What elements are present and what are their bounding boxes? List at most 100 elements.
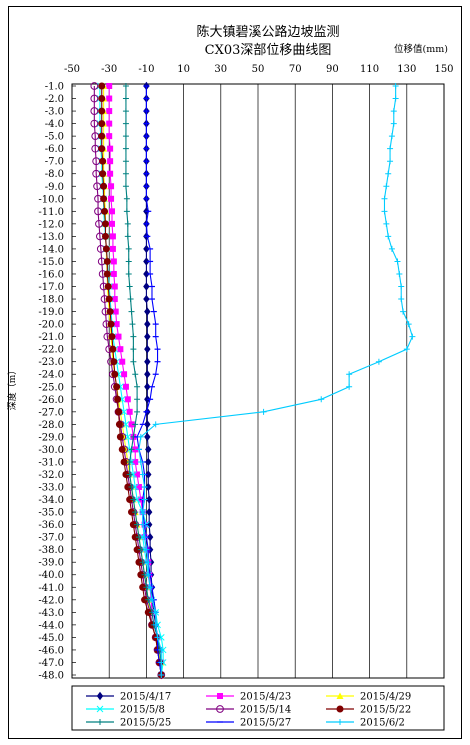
data-point (128, 446, 135, 453)
data-point (145, 470, 152, 479)
series-group (90, 81, 416, 680)
data-point (158, 659, 165, 666)
legend-label: 2015/5/14 (240, 705, 291, 716)
y-tick-label: -42.0 (38, 595, 64, 606)
y-tick-label: -3.0 (45, 107, 64, 118)
data-point (113, 321, 120, 328)
data-point (135, 484, 142, 491)
data-point (398, 296, 405, 303)
data-point (145, 482, 152, 492)
x-tick-label: 30 (214, 64, 227, 75)
data-point (141, 534, 148, 541)
data-point (318, 396, 325, 403)
data-point (145, 495, 153, 504)
data-point (392, 95, 399, 102)
y-tick-labels: -1.0-2.0 -3.0-4.0 -5.0-6.0 -7.0-8.0 -9.0-10.… (38, 82, 64, 682)
data-point (124, 483, 132, 491)
data-point (99, 170, 107, 178)
y-tick-label: -26.0 (38, 395, 64, 406)
data-point (137, 433, 144, 440)
legend-label: 2015/4/29 (360, 692, 411, 703)
data-point (130, 333, 137, 340)
y-tick-label: -20.0 (38, 320, 64, 331)
y-tick-label: -38.0 (38, 545, 64, 556)
chart-title: 陈大镇碧溪公路边坡监测 (196, 24, 339, 40)
y-tick-label: -30.0 (38, 445, 64, 456)
data-point (101, 220, 109, 228)
x-tick-label: 90 (326, 64, 339, 75)
y-tick-label: -22.0 (38, 345, 64, 356)
data-point (143, 244, 150, 254)
data-point (145, 559, 152, 566)
data-point (118, 445, 126, 453)
data-point (111, 296, 118, 303)
x-axis-label: 位移值(mm) (394, 43, 448, 55)
data-point (134, 408, 141, 415)
y-tick-label: -34.0 (38, 495, 64, 506)
data-point (107, 158, 114, 165)
data-point (336, 692, 344, 699)
y-tick-label: -6.0 (45, 144, 64, 155)
data-point (98, 132, 106, 140)
series-2015-5-25 (122, 83, 165, 678)
data-point (106, 95, 113, 102)
data-point (130, 471, 137, 478)
data-point (336, 705, 344, 713)
data-point (127, 296, 134, 303)
y-tick-label: -44.0 (38, 620, 64, 631)
x-tick-label: 110 (360, 64, 379, 75)
data-point (132, 371, 139, 378)
data-point (346, 371, 353, 378)
data-point (132, 446, 139, 453)
data-point (133, 496, 141, 503)
data-point (122, 133, 129, 140)
data-point (100, 182, 108, 190)
data-point (385, 170, 392, 177)
data-point (409, 333, 416, 340)
y-tick-label: -37.0 (38, 533, 64, 544)
x-tick-label: -50 (64, 64, 80, 75)
data-point (122, 145, 129, 152)
data-point (106, 108, 113, 115)
data-point (381, 208, 388, 215)
y-tick-label: -35.0 (38, 508, 64, 519)
data-point (111, 283, 118, 290)
data-point (141, 496, 148, 503)
data-point (216, 705, 224, 713)
data-point (144, 382, 151, 391)
data-point (152, 609, 159, 616)
y-tick-label: -17.0 (38, 282, 64, 293)
data-point (114, 395, 122, 403)
data-point (147, 584, 154, 591)
data-point (100, 195, 108, 203)
data-point (130, 346, 137, 353)
data-point (260, 408, 267, 415)
y-tick-label: -18.0 (38, 295, 64, 306)
data-point (116, 433, 124, 441)
data-point (107, 320, 115, 328)
data-point (145, 507, 153, 517)
y-tick-label: -13.0 (38, 232, 64, 243)
data-point (107, 170, 114, 177)
x-tick-label: 70 (289, 64, 302, 75)
y-tick-label: -14.0 (38, 244, 64, 255)
y-tick-label: -1.0 (45, 82, 64, 93)
data-point (115, 408, 122, 416)
data-point (388, 133, 395, 140)
data-point (96, 691, 104, 701)
y-tick-label: -33.0 (38, 483, 64, 494)
legend-label: 2015/5/25 (120, 718, 171, 729)
data-point (133, 546, 141, 554)
data-point (154, 634, 161, 641)
data-point (122, 183, 129, 190)
data-point (403, 346, 410, 353)
data-point (145, 445, 152, 454)
data-point (145, 457, 152, 467)
y-tick-label: -23.0 (38, 357, 64, 368)
data-point (144, 608, 152, 616)
data-point (148, 596, 155, 603)
data-point (101, 232, 109, 240)
data-point (96, 705, 104, 713)
data-point (104, 283, 112, 291)
data-point (388, 245, 395, 252)
